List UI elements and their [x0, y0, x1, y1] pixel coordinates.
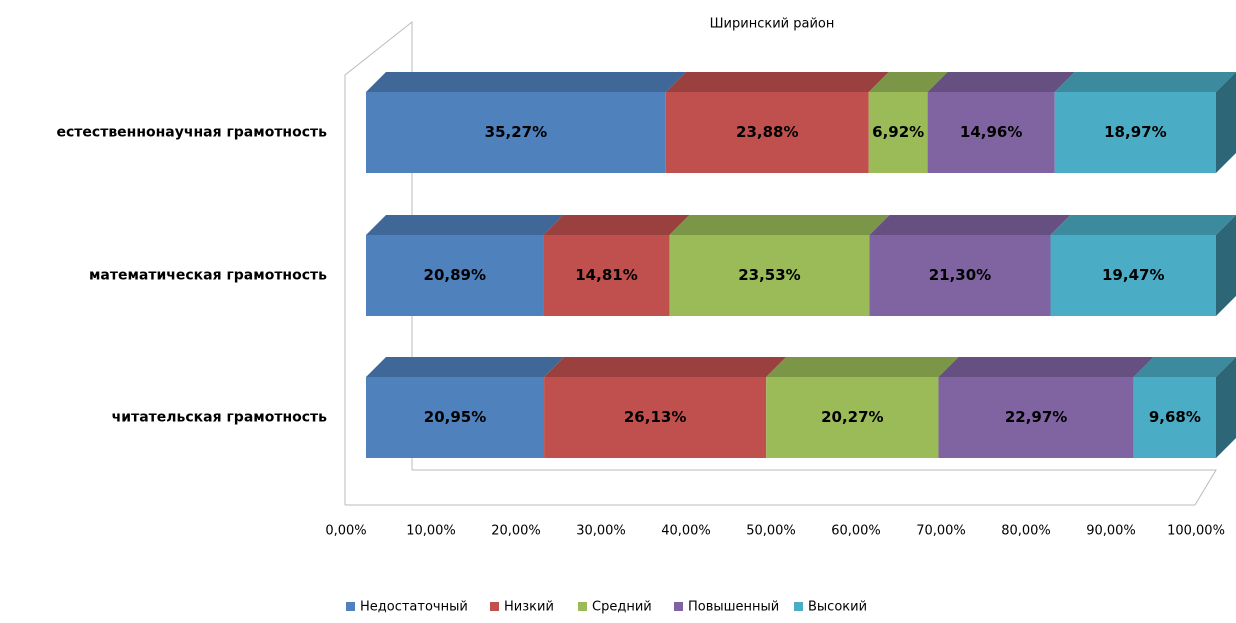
legend-swatch: [346, 602, 355, 611]
bar-side: [1216, 215, 1236, 316]
legend-swatch: [794, 602, 803, 611]
x-tick-label: 50,00%: [746, 524, 796, 539]
bar: [366, 235, 544, 316]
x-tick-label: 80,00%: [1001, 524, 1051, 539]
legend-swatch: [578, 602, 587, 611]
bar-top: [869, 215, 1071, 235]
x-tick-label: 20,00%: [491, 524, 541, 539]
legend-swatch: [490, 602, 499, 611]
bar-top: [366, 72, 686, 92]
bar-top: [366, 357, 565, 377]
legend-label: Недостаточный: [360, 600, 468, 615]
bar-side: [1216, 72, 1236, 173]
value-label: 19,47%: [1102, 266, 1164, 284]
legend-label: Средний: [592, 600, 652, 615]
value-label: 21,30%: [929, 266, 991, 284]
value-label: 23,53%: [738, 266, 800, 284]
bar-top: [665, 72, 889, 92]
x-tick-label: 60,00%: [831, 524, 881, 539]
bar-top: [544, 357, 787, 377]
x-tick-label: 0,00%: [325, 524, 366, 539]
bar: [669, 235, 870, 316]
bar: [366, 92, 666, 173]
value-label: 14,81%: [575, 266, 637, 284]
value-label: 9,68%: [1149, 408, 1201, 426]
bar: [1133, 377, 1216, 458]
value-label: 18,97%: [1104, 123, 1166, 141]
bar-top: [868, 72, 948, 92]
bar-top: [766, 357, 959, 377]
bar: [665, 92, 869, 173]
value-label: 26,13%: [624, 408, 686, 426]
value-label: 20,89%: [424, 266, 486, 284]
bar: [366, 377, 545, 458]
x-tick-label: 70,00%: [916, 524, 966, 539]
value-label: 22,97%: [1005, 408, 1067, 426]
bar: [543, 235, 670, 316]
category-label: читательская грамотность: [112, 410, 327, 426]
bar: [1050, 235, 1216, 316]
category-label: математическая грамотность: [89, 268, 327, 284]
legend-swatch: [674, 602, 683, 611]
x-tick-label: 30,00%: [576, 524, 626, 539]
bar-side: [1216, 357, 1236, 458]
bar-top: [927, 72, 1075, 92]
value-label: 20,95%: [424, 408, 486, 426]
x-tick-label: 40,00%: [661, 524, 711, 539]
legend-label: Повышенный: [688, 600, 779, 615]
category-label: естественнонаучная грамотность: [57, 125, 328, 141]
bar-top: [1054, 72, 1236, 92]
bar: [868, 92, 928, 173]
x-tick-label: 100,00%: [1167, 524, 1225, 539]
bar: [869, 235, 1051, 316]
value-label: 14,96%: [960, 123, 1022, 141]
bar-top: [669, 215, 890, 235]
legend-label: Высокий: [808, 600, 867, 615]
floor: [345, 469, 1217, 506]
legend-label: Низкий: [504, 600, 554, 615]
x-tick-label: 90,00%: [1086, 524, 1136, 539]
bar-top: [1133, 357, 1236, 377]
bar: [544, 377, 767, 458]
value-label: 35,27%: [485, 123, 547, 141]
value-label: 6,92%: [872, 123, 924, 141]
bar-top: [938, 357, 1154, 377]
value-label: 23,88%: [736, 123, 798, 141]
bar-top: [366, 215, 564, 235]
bar-top: [1050, 215, 1236, 235]
bar-top: [543, 215, 690, 235]
bar: [766, 377, 939, 458]
chart-title: Ширинский район: [710, 17, 835, 32]
bar: [938, 377, 1134, 458]
x-tick-label: 10,00%: [406, 524, 456, 539]
bar: [1054, 92, 1216, 173]
value-label: 20,27%: [821, 408, 883, 426]
bar: [927, 92, 1055, 173]
